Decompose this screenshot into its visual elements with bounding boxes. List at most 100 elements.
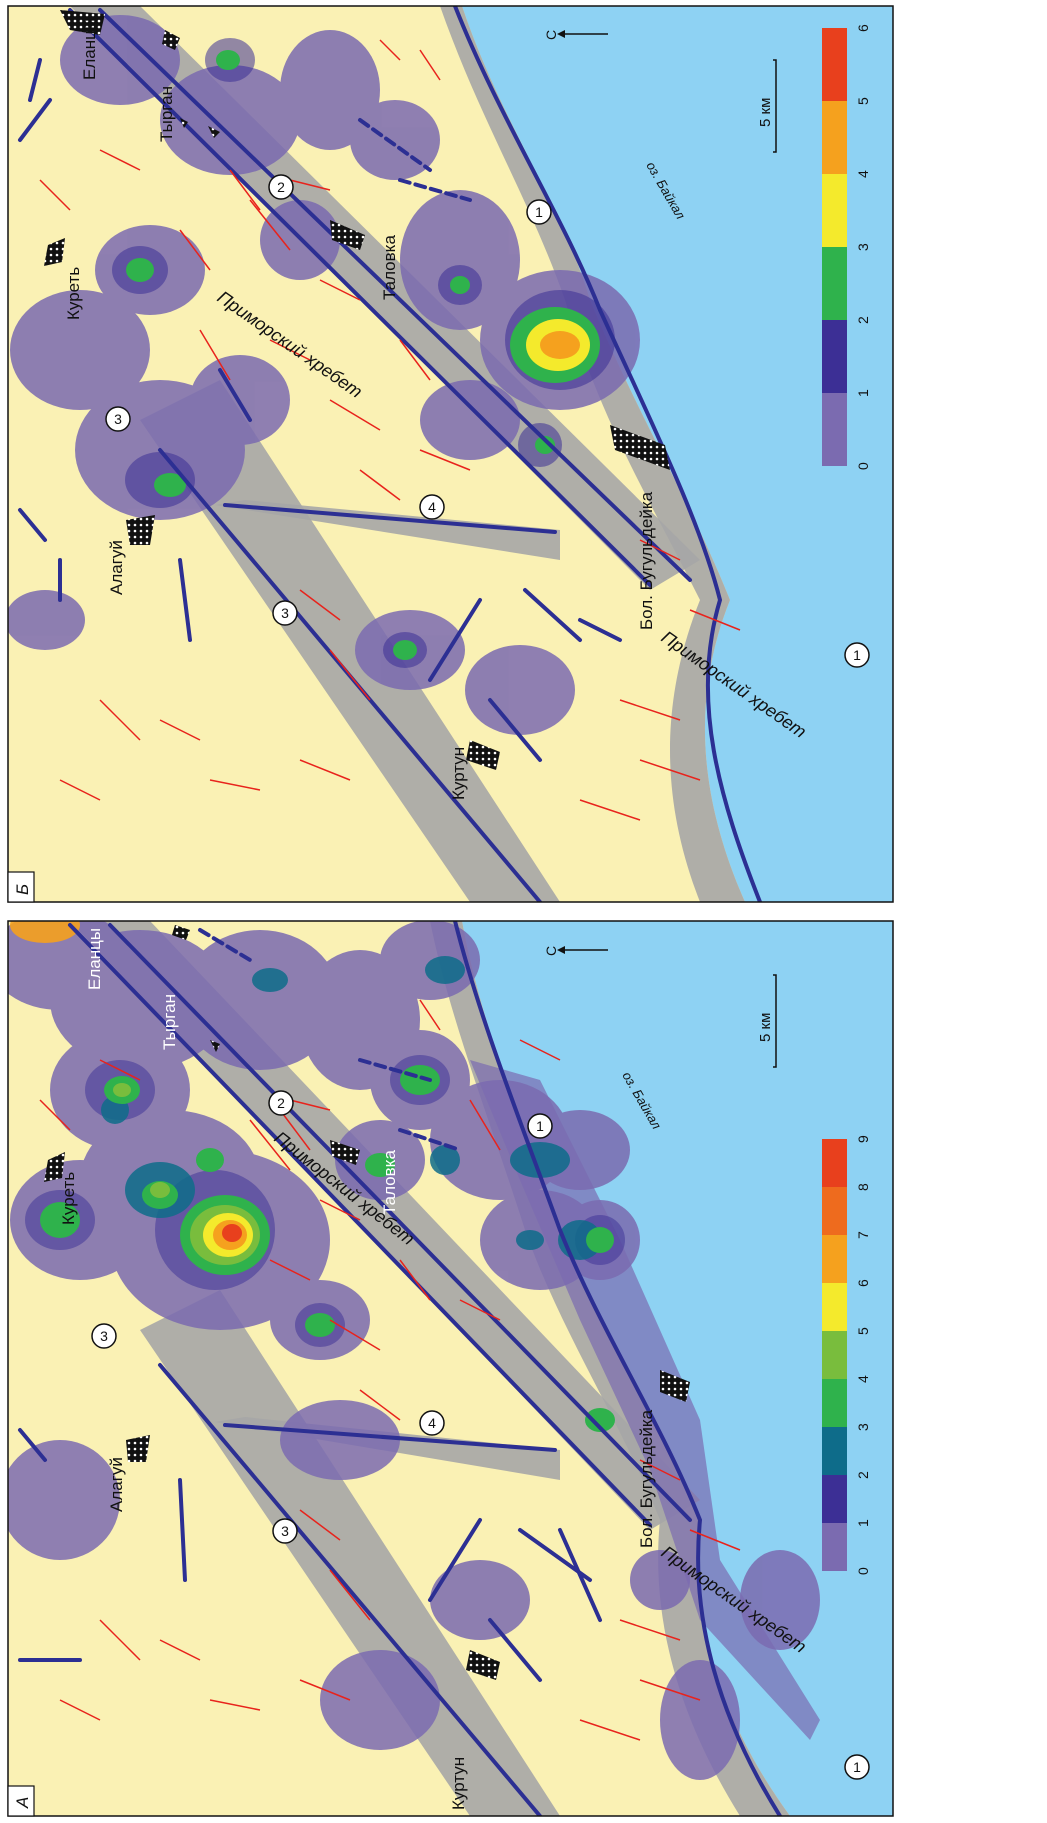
legend-b-swatch-3 [822,174,847,247]
panel-b: 1 2 3 3 4 1 Еланцы Тырган Куреть Таловка… [8,6,893,902]
density-corner-hotspot [10,921,80,943]
fault-zone-4 [215,500,560,560]
place-kuret: Куреть [64,267,83,320]
svg-text:6: 6 [855,24,871,32]
panel-a-letter-box [7,1785,35,1817]
panel-b-letter-box [7,871,35,903]
density-level-8 [222,1224,242,1242]
svg-text:1: 1 [855,1519,871,1527]
place-bol-buguldeyka: Бол. Бугульдейка [637,1409,656,1548]
svg-text:0: 0 [855,462,871,470]
legend-a: 0 1 2 3 4 5 6 7 8 9 [822,1135,871,1575]
place-talovka: Таловка [380,1150,399,1215]
place-alaguy: Алагуй [107,1457,126,1512]
fault-4-marker [419,1410,445,1436]
legend-b-swatch-4 [822,101,847,174]
legend-b-swatch-2 [822,247,847,320]
settlements [44,925,690,1680]
legend-b: 0 1 2 3 4 5 6 [822,24,871,470]
panel-a: 1 2 3 3 4 1 Еланцы Тырган Куреть Таловка… [8,921,893,1816]
place-tyrgan: Тырган [157,86,176,142]
fault-4-label: 4 [428,1415,436,1431]
density-level-4 [540,331,580,359]
svg-text:8: 8 [855,1183,871,1191]
legend-a-swatch-2 [822,1427,847,1475]
svg-text:4: 4 [855,170,871,178]
panel-a-frame [7,920,894,1817]
fault-2-marker [268,174,294,200]
fault-zone-3 [140,380,560,902]
major-faults [18,921,782,1816]
legend-a-swatch-7 [822,1187,847,1235]
fault-3-marker-bottom [272,600,298,626]
place-alaguy: Алагуй [107,540,126,595]
fault-1-marker-bottom [844,1754,870,1780]
fault-3-label-top: 3 [100,1328,108,1344]
svg-text:5: 5 [855,1327,871,1335]
legend-a-swatch-3 [822,1379,847,1427]
legend-b-swatch-0 [822,393,847,466]
north-arrow: С [543,30,608,40]
fault-1-label-top: 1 [536,1118,544,1134]
fault-markers: 1 2 3 3 4 1 [105,174,870,668]
svg-text:С: С [543,946,559,956]
north-arrow-a: С [543,946,608,956]
fault-3-label-bottom: 3 [281,605,289,621]
legend-a-swatch-6 [822,1235,847,1283]
place-kurtun: Куртун [449,1757,468,1810]
place-talovka: Таловка [380,235,399,300]
fault-1-marker-top [526,199,552,225]
fault-markers: 1 2 3 3 4 1 [91,1090,870,1780]
svg-text:4: 4 [855,1375,871,1383]
legend-a-swatch-8 [822,1139,847,1187]
panel-b-frame [7,5,894,903]
fault-2-marker [268,1090,294,1116]
fault-1-label-bottom: 1 [853,1759,861,1775]
legend-a-swatch-1 [822,1475,847,1523]
scale-bar: 5 км [757,974,777,1068]
legend-b-swatch-1 [822,320,847,393]
svg-text:0: 0 [855,1567,871,1575]
legend-a-swatch-0 [822,1523,847,1571]
fault-2-label: 2 [277,179,285,195]
fault-zone-2 [70,921,700,1530]
fault-zone-1 [440,6,745,902]
fault-3-label-bottom: 3 [281,1523,289,1539]
scale-bar: 5 км [757,59,777,153]
settlements [44,10,670,770]
fault-3-marker-top [91,1323,117,1349]
svg-text:2: 2 [855,1471,871,1479]
fault-1-label-top: 1 [535,204,543,220]
place-kuret: Куреть [59,1172,78,1225]
minor-faults [39,39,741,821]
lake-baikal [462,6,893,902]
panel-a-letter: А [13,1797,32,1809]
fault-3-marker-top [105,406,131,432]
legend-b-swatch-5 [822,28,847,101]
svg-text:7: 7 [855,1231,871,1239]
svg-text:5: 5 [855,97,871,105]
fault-1-marker-top [527,1113,553,1139]
svg-text:6: 6 [855,1279,871,1287]
fault-3-label-top: 3 [114,411,122,427]
place-bol-buguldeyka: Бол. Бугульдейка [637,491,656,630]
fault-1-marker-bottom [844,642,870,668]
svg-text:1: 1 [855,389,871,397]
place-elantsy: Еланцы [85,928,104,990]
panel-b-letter: Б [13,884,32,895]
minor-faults [39,999,741,1741]
legend-a-swatch-4 [822,1331,847,1379]
fault-4-label: 4 [428,499,436,515]
fault-3-marker-bottom [272,1518,298,1544]
svg-text:3: 3 [855,1423,871,1431]
svg-text:С: С [543,30,559,40]
svg-text:5 км: 5 км [757,1013,774,1042]
fault-4-marker [419,494,445,520]
place-tyrgan: Тырган [160,994,179,1050]
svg-text:5 км: 5 км [757,98,774,127]
place-kurtun: Куртун [449,747,468,800]
fault-2-label: 2 [277,1095,285,1111]
fault-1-label-bottom: 1 [853,647,861,663]
